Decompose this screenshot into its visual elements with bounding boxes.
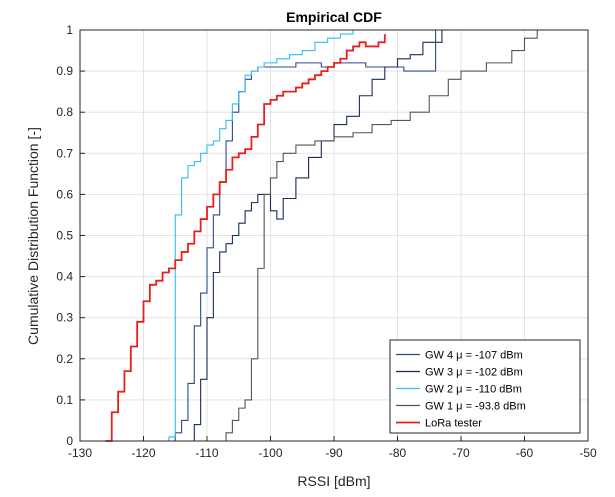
legend-box — [389, 339, 581, 434]
series-line-2 — [187, 30, 443, 442]
series-line-5 — [105, 34, 386, 442]
y-tick-label: 0 — [66, 434, 73, 448]
x-tick-label: -60 — [516, 446, 534, 460]
y-tick-label: 0.4 — [56, 270, 73, 284]
y-tick-label: 0.1 — [56, 393, 73, 407]
series-line-3 — [143, 30, 354, 442]
chart-title: Empirical CDF — [286, 9, 382, 25]
x-tick-label: -130 — [68, 446, 92, 460]
legend-entry-label: GW 3 μ = -102 dBm — [425, 367, 523, 379]
legend-entry-label: GW 1 μ = -93.8 dBm — [425, 401, 526, 413]
x-tick-label: -70 — [452, 446, 470, 460]
y-tick-label: 0.2 — [56, 352, 73, 366]
y-tick-label: 0.9 — [56, 64, 73, 78]
legend-entry-label: GW 2 μ = -110 dBm — [425, 384, 522, 396]
legend: GW 4 μ = -107 dBm GW 3 μ = -102 dBm GW 2 μ… — [389, 339, 581, 434]
y-tick-label: 1 — [66, 23, 73, 37]
series-lines — [105, 30, 538, 442]
y-tick-label: 0.5 — [56, 229, 73, 243]
y-tick-label: 0.6 — [56, 187, 73, 201]
legend-entry-label: LoRa tester — [425, 418, 482, 430]
axis-ticks: -130 -120 -110 -100 -90 -80 -70 -60 -50 0 0.1 0.2 0.… — [56, 23, 597, 460]
x-axis-label: RSSI [dBm] — [297, 473, 370, 489]
x-tick-label: -90 — [325, 446, 343, 460]
y-tick-label: 0.7 — [56, 146, 73, 160]
y-tick-label: 0.3 — [56, 311, 73, 325]
y-axis-label: Cumulative Distribution Function [-] — [25, 127, 41, 345]
y-tick-label: 0.8 — [56, 105, 73, 119]
x-tick-label: -80 — [389, 446, 407, 460]
x-tick-label: -110 — [195, 446, 218, 460]
x-tick-label: -100 — [258, 446, 282, 460]
x-tick-label: -120 — [131, 446, 155, 460]
series-line-4 — [213, 30, 538, 442]
x-tick-label: -50 — [579, 446, 597, 460]
legend-entry-label: GW 4 μ = -107 dBm — [425, 350, 523, 362]
